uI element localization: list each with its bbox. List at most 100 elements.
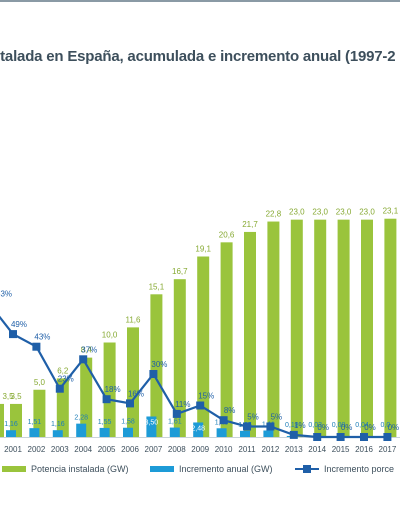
bar-incremento (52, 430, 63, 437)
bar-label-potencia: 8,4 (81, 346, 93, 355)
x-tick-label: 2008 (168, 445, 186, 454)
bar-potencia (267, 221, 280, 437)
bar-label-potencia: 23,0 (312, 208, 328, 217)
x-tick-label: 2001 (4, 445, 22, 454)
bar-label-incremento: 0,03 (308, 422, 322, 429)
x-tick-label: 2003 (51, 445, 69, 454)
bar-label-incremento: 1,58 (121, 419, 135, 426)
line-marker (383, 433, 392, 441)
x-tick-label: 2013 (285, 445, 303, 454)
x-tick-label: 2011 (238, 445, 256, 454)
legend-swatch-porcentaje (295, 465, 319, 473)
legend-label-incremento: Incremento anual (GW) (179, 464, 273, 474)
bar-label-incremento: 0,0 (381, 422, 391, 429)
x-tick-label: 2012 (262, 445, 280, 454)
bar-incremento (216, 428, 227, 437)
line-marker (196, 401, 205, 410)
bar-incremento (193, 422, 204, 437)
bar-label-incremento: 1,51 (28, 419, 42, 426)
line-label: 0% (388, 423, 400, 432)
bar-label-potencia: 23,0 (359, 208, 375, 217)
bar-label-potencia: 6,2 (57, 366, 69, 375)
bar-label-potencia: 16,7 (172, 267, 188, 276)
line-marker (126, 399, 134, 408)
x-tick-label: 2016 (355, 445, 373, 454)
bar-incremento (169, 427, 180, 437)
line-label: 16% (128, 389, 144, 398)
line-label: 30% (151, 360, 167, 369)
bar-incremento (123, 427, 133, 437)
legend-swatch-incremento (150, 466, 174, 472)
bar-label-potencia: 21,7 (242, 220, 258, 229)
bar-potencia (197, 256, 210, 437)
line-marker (79, 355, 88, 364)
bar-label-incremento: 0,00 (332, 422, 346, 429)
line-marker (149, 370, 158, 378)
bar-potencia (314, 219, 327, 437)
line-label: 0% (341, 423, 353, 432)
x-tick-label: 2009 (191, 445, 209, 454)
chart-plot: 3,5 1,16 2001 5,0 1,51 2002 6,2 1,16 2003 8,4 2,28… (0, 207, 400, 454)
line-marker (289, 430, 298, 439)
x-tick-label: 2017 (379, 445, 397, 454)
bar-label-incremento: 1,61 (168, 419, 182, 426)
bar-label-potencia: 19,1 (195, 245, 211, 254)
line-label: 43% (34, 333, 50, 342)
line-label: 11% (175, 400, 190, 409)
line-label: 37% (81, 345, 97, 354)
line-label-partial: 63% (0, 290, 12, 299)
bar-incremento (240, 430, 250, 437)
bar-potencia-partial (0, 403, 4, 437)
bar-label-potencia: 22,8 (266, 210, 282, 219)
bar-incremento (6, 430, 16, 437)
bar-label-potencia-partial: 3,5 (2, 392, 14, 401)
line-label: 5% (247, 413, 259, 422)
line-marker (55, 384, 64, 393)
x-tick-label: 2007 (145, 445, 163, 454)
bar-potencia (80, 357, 93, 437)
bar-label-potencia: 20,6 (219, 230, 235, 239)
bar-label-potencia: 23,0 (289, 208, 305, 217)
bar-label-incremento: 1,16 (51, 421, 65, 428)
bar-label-incremento: 0,18 (285, 422, 299, 429)
bar-label-incremento: 0,04 (355, 422, 369, 429)
line-marker (336, 433, 345, 441)
line-marker (243, 422, 251, 431)
line-label: 49% (11, 320, 27, 329)
line-label: 15% (198, 392, 214, 401)
line-marker (172, 409, 181, 418)
bar-potencia (150, 294, 163, 437)
legend-item-porcentaje: Incremento porce (295, 464, 394, 474)
bar-label-incremento: 3,50 (145, 419, 159, 426)
line-label: 23% (58, 375, 74, 384)
line-label: 1% (294, 421, 306, 430)
bar-incremento (99, 427, 110, 437)
line-label: 0% (364, 423, 376, 432)
bar-label-incremento: 2,28 (74, 415, 88, 422)
legend-item-potencia: Potencia instalada (GW) (2, 464, 129, 474)
bar-potencia (384, 218, 397, 437)
bar-label-potencia: 10,0 (102, 331, 118, 340)
bar-label-potencia: 23,0 (336, 208, 352, 217)
x-tick-label: 2002 (28, 445, 46, 454)
bar-potencia (56, 378, 69, 437)
bar-potencia (361, 219, 373, 437)
bar-potencia (127, 327, 139, 437)
legend: Potencia instalada (GW) Incremento anual… (0, 460, 400, 480)
bar-label-incremento: 2,48 (191, 425, 205, 432)
bar-potencia (10, 403, 22, 437)
bar-incremento (263, 430, 274, 437)
line-label: 5% (271, 413, 283, 422)
line-label: 18% (105, 385, 121, 394)
bar-potencia (337, 219, 350, 437)
line-marker (219, 416, 228, 425)
bar-potencia (244, 231, 256, 437)
line-marker (313, 433, 322, 441)
line-marker (9, 330, 17, 339)
bar-potencia (173, 279, 186, 437)
bar-label-potencia: 11,6 (126, 315, 142, 324)
title-rule (0, 0, 400, 2)
x-tick-label: 2005 (98, 445, 116, 454)
bar-incremento (76, 423, 87, 437)
legend-swatch-potencia (2, 466, 26, 472)
